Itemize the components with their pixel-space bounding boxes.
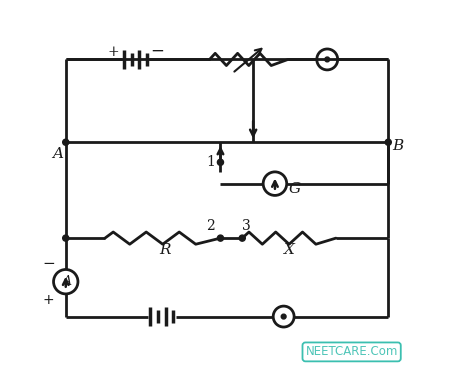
Text: X: X — [284, 243, 295, 257]
Text: −: − — [150, 43, 164, 60]
Text: A: A — [52, 147, 64, 161]
Circle shape — [281, 314, 286, 319]
Circle shape — [217, 235, 223, 241]
Text: R: R — [159, 243, 171, 257]
Text: A: A — [64, 275, 73, 288]
Text: +: + — [43, 293, 54, 307]
Text: 3: 3 — [242, 219, 251, 233]
Circle shape — [325, 57, 330, 62]
Text: +: + — [107, 45, 118, 59]
Text: B: B — [392, 139, 404, 153]
Circle shape — [217, 159, 223, 165]
Text: NEETCARE.Com: NEETCARE.Com — [306, 346, 398, 358]
Circle shape — [63, 235, 69, 241]
Circle shape — [239, 235, 245, 241]
Text: G: G — [288, 182, 301, 196]
Text: −: − — [42, 256, 54, 271]
Text: 1: 1 — [207, 155, 215, 169]
Text: 2: 2 — [207, 219, 215, 233]
Circle shape — [63, 139, 69, 145]
Circle shape — [385, 139, 391, 145]
